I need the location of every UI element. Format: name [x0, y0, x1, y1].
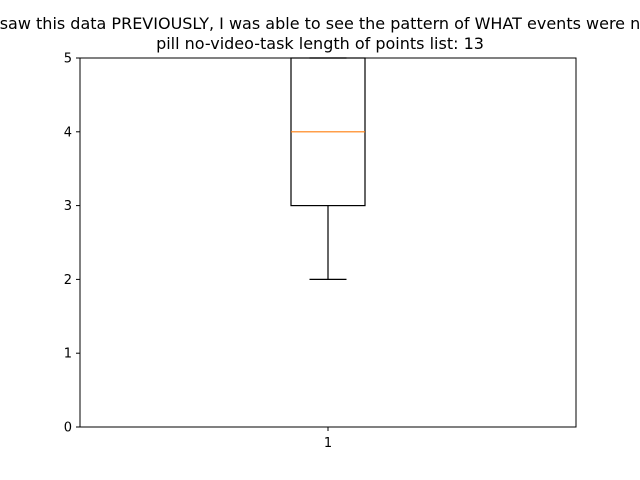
y-tick-label: 5: [64, 52, 72, 67]
y-tick-label: 0: [64, 421, 72, 436]
chart-title-line-2: pill no-video-task length of points list…: [156, 34, 484, 53]
y-tick-label: 2: [64, 273, 72, 288]
y-tick-label: 1: [64, 347, 72, 362]
x-tick-label: 1: [324, 436, 332, 451]
y-tick-label: 4: [64, 125, 72, 140]
plot-area: 0 1 2 3 4 5 1: [64, 52, 577, 451]
y-tick-label: 3: [64, 199, 72, 214]
chart-title-line-1: If I saw this data PREVIOUSLY, I was abl…: [0, 14, 640, 33]
